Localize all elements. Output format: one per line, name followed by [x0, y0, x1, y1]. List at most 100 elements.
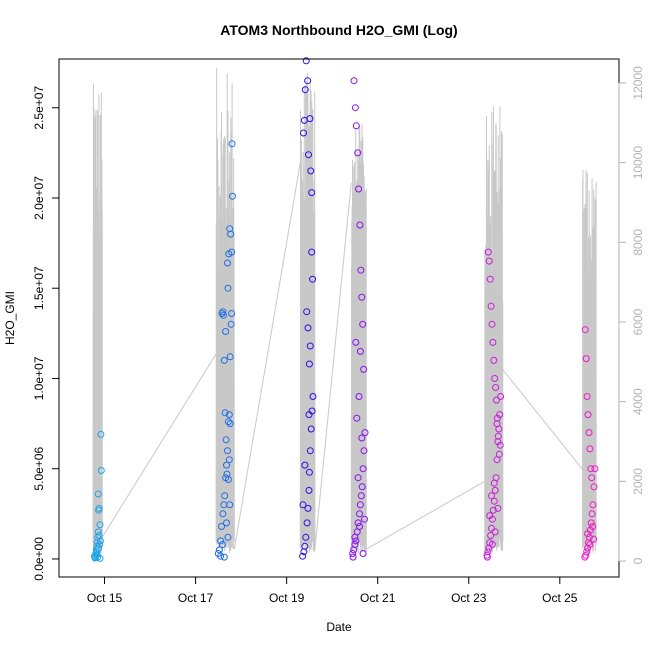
data-point [351, 533, 359, 541]
data-point [588, 510, 596, 518]
data-point [488, 492, 495, 500]
data-points [91, 57, 599, 562]
data-point [358, 483, 366, 491]
ferry-line-2 [233, 162, 301, 550]
data-point [224, 447, 231, 455]
data-point [585, 429, 593, 437]
data-point [308, 248, 316, 256]
y2-tick-label: 6000 [631, 308, 645, 335]
y2-tick-label: 4000 [631, 388, 645, 415]
data-point [361, 515, 368, 523]
data-point [219, 308, 227, 316]
altitude-burst-1 [92, 83, 103, 553]
data-point [489, 506, 497, 514]
data-point [494, 504, 502, 512]
altitude-burst-3 [299, 72, 316, 553]
y-axis-right: 0 2000 4000 6000 8000 10000 12000 [618, 66, 645, 564]
data-point [489, 338, 497, 346]
data-point [356, 347, 364, 355]
y-tick-label: 1.5e+07 [32, 266, 46, 310]
data-point [304, 324, 312, 332]
x-tick-label: Oct 19 [269, 591, 305, 605]
data-point [305, 486, 313, 494]
data-point [586, 541, 594, 548]
data-point [354, 519, 362, 527]
y-tick-label: 2.0e+07 [32, 176, 46, 220]
data-point [589, 501, 597, 509]
data-point [356, 523, 363, 530]
data-point [584, 411, 592, 419]
data-point [97, 430, 105, 438]
data-point [491, 486, 499, 494]
data-point [587, 519, 595, 527]
data-point [358, 293, 366, 301]
data-point [222, 328, 230, 335]
data-point [491, 375, 499, 382]
data-point [217, 537, 225, 545]
y2-tick-label: 10000 [631, 146, 645, 180]
data-point [97, 467, 105, 474]
x-tick-label: Oct 15 [87, 591, 123, 605]
data-point [307, 167, 315, 175]
data-point [496, 441, 504, 449]
data-point [490, 479, 498, 487]
data-point [227, 320, 235, 328]
data-point [350, 77, 358, 85]
data-point [223, 461, 230, 469]
altitude-burst-6 [582, 169, 597, 554]
data-point [356, 510, 363, 518]
data-point [359, 465, 367, 473]
data-point [299, 501, 307, 509]
data-point [353, 414, 361, 422]
data-point [219, 311, 227, 319]
data-point [360, 447, 368, 455]
altitude-burst-4 [350, 124, 367, 554]
data-point [497, 393, 505, 400]
data-point [223, 519, 230, 527]
data-point [226, 353, 234, 361]
data-point [218, 541, 226, 548]
data-point [94, 490, 102, 498]
data-point [96, 521, 104, 529]
y-tick-label: 5.0e+06 [32, 447, 46, 491]
data-point [485, 257, 493, 265]
x-axis: Oct 15 Oct 17 Oct 19 Oct 21 Oct 23 Oct 25 [87, 577, 578, 605]
data-point [228, 310, 236, 317]
x-axis-label: Date [326, 620, 352, 634]
data-point [359, 320, 367, 328]
data-point [359, 550, 367, 557]
y2-tick-label: 8000 [631, 229, 645, 256]
data-point [488, 541, 496, 548]
data-point [591, 465, 599, 473]
data-point [306, 447, 314, 455]
data-point [228, 140, 236, 148]
data-point [305, 360, 313, 368]
data-point [588, 474, 596, 482]
data-point [486, 512, 494, 520]
data-point [484, 248, 492, 256]
y2-tick-label: 0 [631, 557, 645, 564]
ferry-line-5 [502, 369, 583, 470]
data-point [349, 550, 357, 557]
data-point [486, 275, 494, 283]
data-point [303, 308, 311, 316]
data-point [226, 420, 234, 428]
data-point [493, 396, 500, 404]
data-point [215, 546, 223, 554]
data-point [495, 450, 503, 458]
data-point [484, 548, 492, 556]
data-point [355, 393, 363, 400]
data-point [584, 530, 592, 538]
data-point [306, 342, 314, 350]
data-point [309, 393, 317, 400]
data-point [483, 553, 491, 561]
data-point [354, 149, 362, 157]
data-point [583, 393, 591, 400]
y-tick-label: 1.0e+07 [32, 356, 46, 400]
data-point [589, 523, 597, 530]
data-point [304, 77, 312, 85]
data-point [224, 476, 232, 483]
data-point [224, 259, 231, 267]
data-point [590, 483, 598, 491]
